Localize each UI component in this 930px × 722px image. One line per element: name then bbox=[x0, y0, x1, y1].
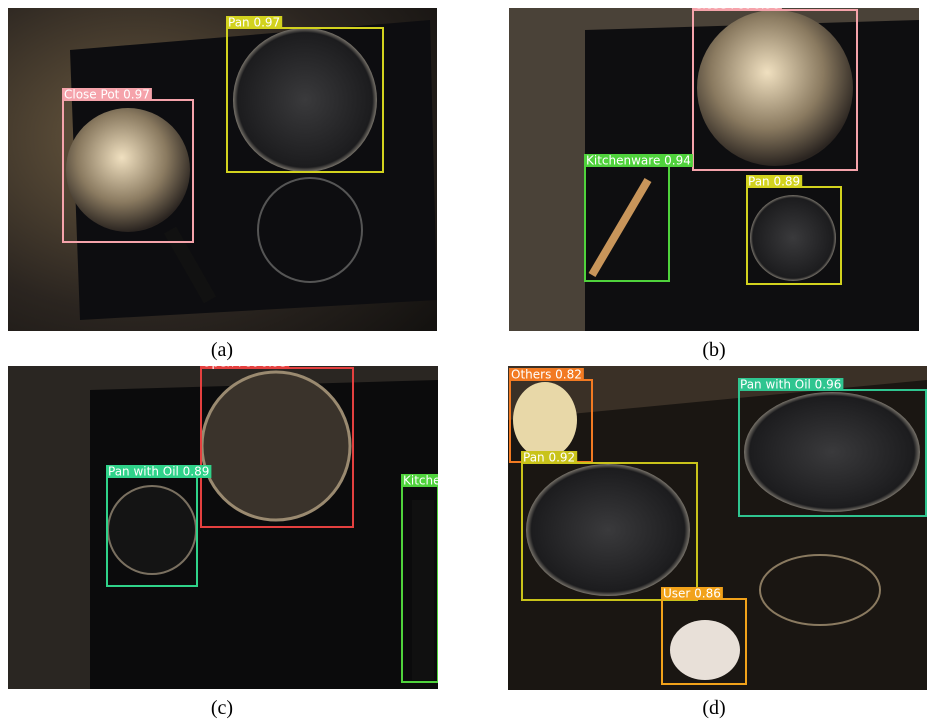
detection-label: User 0.86 bbox=[663, 587, 721, 601]
detection-label: Pan 0.89 bbox=[748, 175, 800, 189]
detection-label: Kitche bbox=[403, 474, 441, 488]
photo-d bbox=[508, 366, 927, 690]
detection-label: Pan with Oil 0.96 bbox=[740, 378, 841, 392]
figure: Close Pot 0.97 Pan 0.97 Close Pot 0.96 Kitc… bbox=[0, 0, 930, 722]
detection-label: Pan 0.97 bbox=[228, 16, 280, 30]
photo-a bbox=[8, 8, 437, 331]
panel-caption: (a) bbox=[211, 339, 233, 361]
panel-caption: (b) bbox=[702, 339, 725, 361]
detection-label: Close Pot 0.97 bbox=[64, 88, 150, 102]
panel-caption: (d) bbox=[702, 697, 725, 719]
detection-label: Close Pot 0.96 bbox=[694, 0, 780, 12]
detection-label: Others 0.82 bbox=[511, 368, 582, 382]
panel-caption: (c) bbox=[211, 697, 233, 719]
detection-label: Pan 0.92 bbox=[523, 451, 575, 465]
detection-label: Kitchenware 0.94 bbox=[586, 154, 691, 168]
detection-label: Pan with Oil 0.89 bbox=[108, 465, 209, 479]
